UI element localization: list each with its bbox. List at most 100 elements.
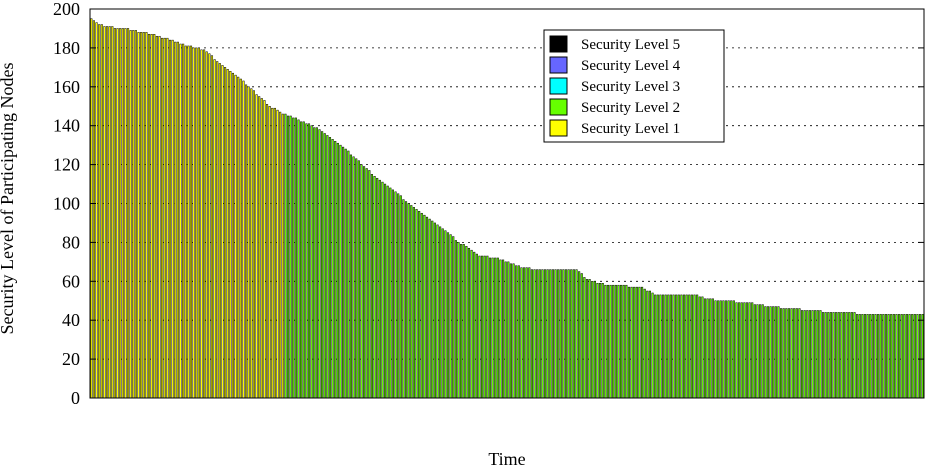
bar (900, 314, 903, 399)
bar (381, 181, 384, 399)
bar (575, 269, 578, 399)
bar (911, 314, 914, 399)
bar (643, 288, 646, 399)
bar (260, 98, 263, 399)
bar (562, 269, 565, 399)
bar (394, 191, 397, 399)
bar (745, 302, 749, 399)
bar (641, 286, 644, 399)
bar (609, 284, 612, 399)
bar (95, 22, 98, 399)
bar (192, 47, 195, 399)
y-tick-label: 40 (62, 310, 80, 330)
bar (564, 269, 568, 399)
bar (187, 45, 190, 399)
bar (693, 294, 696, 399)
bar (310, 125, 313, 399)
bar (599, 283, 602, 399)
bar (410, 205, 413, 399)
bar (567, 269, 570, 399)
legend: Security Level 5 Security Level 4 Security… (543, 29, 725, 143)
bar (140, 32, 143, 399)
bar (669, 294, 672, 399)
bar (486, 255, 489, 399)
bar (321, 131, 324, 399)
bar (803, 310, 806, 399)
bar (105, 26, 109, 399)
bar (431, 220, 434, 399)
bar (113, 28, 116, 399)
bar (349, 154, 353, 399)
bar (126, 28, 130, 399)
bar (785, 308, 788, 399)
bar (504, 261, 507, 399)
bar (659, 294, 662, 399)
bar (635, 286, 638, 399)
bar (638, 286, 641, 399)
bar (250, 88, 253, 399)
bar (147, 34, 151, 399)
bar (884, 314, 888, 399)
bar (252, 90, 255, 399)
bar (265, 104, 269, 399)
bar (499, 259, 502, 399)
gridlines (90, 47, 924, 360)
bar (176, 41, 179, 399)
bar (727, 300, 730, 399)
bar (520, 267, 523, 399)
bar (732, 300, 735, 399)
bar (536, 269, 539, 399)
y-axis-ticks: 0 20 40 60 80 100 120 140 160 180 200 (53, 0, 924, 408)
bar (554, 269, 557, 399)
bar (205, 51, 208, 399)
bar (488, 257, 492, 399)
bar (782, 308, 785, 399)
bar (549, 269, 552, 399)
bar (798, 308, 801, 399)
bar (761, 304, 764, 399)
bar (342, 146, 345, 399)
bar (478, 255, 481, 399)
bar (601, 283, 604, 399)
bar (612, 284, 615, 399)
bar (344, 148, 347, 399)
bar (418, 211, 421, 399)
bar (286, 115, 290, 399)
bar (790, 308, 793, 399)
bar (848, 312, 851, 399)
bar (234, 74, 237, 399)
bar (533, 269, 536, 399)
bar (467, 247, 471, 399)
bar (473, 251, 476, 399)
bar (819, 310, 822, 399)
bar (339, 144, 342, 399)
bar (874, 314, 877, 399)
bar (591, 281, 594, 399)
bar (465, 246, 468, 399)
legend-swatch (549, 119, 568, 137)
bar (404, 201, 408, 399)
bar (121, 28, 124, 399)
bar (218, 63, 221, 399)
bar (811, 310, 814, 399)
bar (622, 284, 625, 399)
bar (352, 156, 355, 399)
bar (898, 314, 901, 399)
bar (853, 312, 856, 399)
bar (882, 314, 885, 399)
bar (572, 269, 575, 399)
bar (302, 121, 305, 399)
bar (132, 30, 135, 399)
bar (738, 302, 741, 399)
legend-swatch (549, 35, 568, 53)
bar (919, 314, 922, 399)
bar (412, 207, 415, 399)
bar (376, 177, 379, 399)
bar (724, 300, 728, 399)
legend-swatch (549, 98, 568, 116)
bar (137, 32, 140, 399)
bar (397, 193, 400, 399)
bar (538, 269, 541, 399)
bar (231, 72, 234, 399)
bar (714, 300, 717, 399)
